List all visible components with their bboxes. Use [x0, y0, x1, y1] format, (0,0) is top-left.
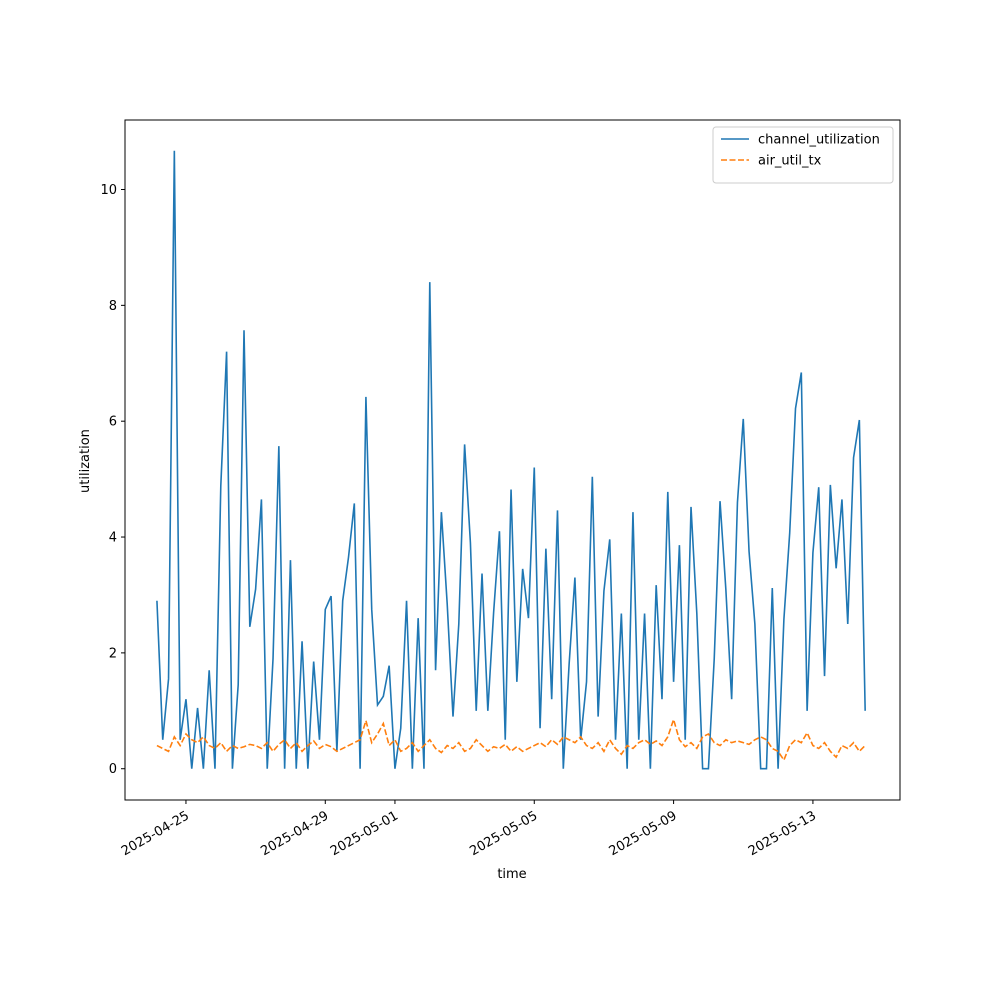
- y-tick-label: 8: [109, 299, 117, 314]
- y-tick-label: 2: [109, 646, 117, 661]
- legend-label: air_util_tx: [758, 154, 822, 169]
- data-line: [156, 150, 866, 770]
- y-tick-label: 0: [109, 762, 117, 777]
- y-tick-label: 4: [109, 531, 117, 546]
- y-tick-label: 6: [109, 415, 117, 430]
- y-axis-label: utilization: [78, 429, 93, 493]
- y-tick-label: 10: [100, 183, 117, 198]
- plot-frame: [124, 119, 901, 801]
- data-line: [156, 716, 866, 762]
- legend-box: [712, 126, 894, 184]
- x-axis-label: time: [497, 867, 526, 882]
- legend-label: channel_utilization: [758, 133, 880, 148]
